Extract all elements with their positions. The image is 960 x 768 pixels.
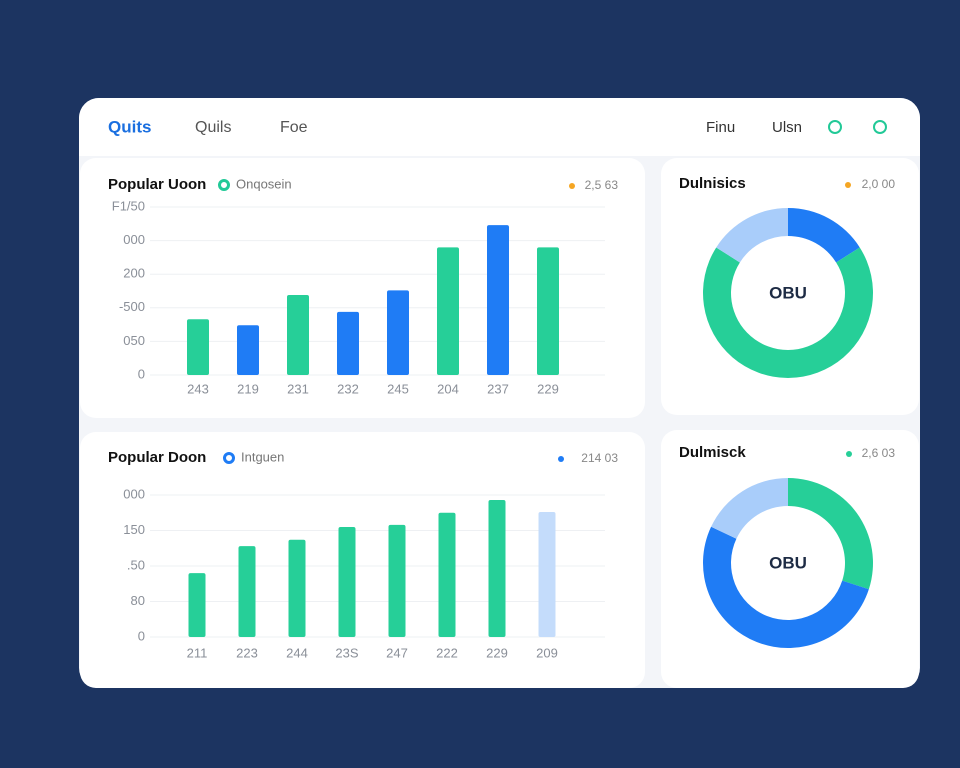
bar [338,526,356,637]
y-tick-label: F1/50 [112,198,145,213]
donut-segment [788,478,874,590]
y-tick-label: -500 [119,299,145,314]
status-icon[interactable] [873,120,887,134]
y-tick-label: 000 [123,486,145,501]
x-tick-label: 247 [386,645,408,660]
x-tick-label: 231 [287,381,309,396]
y-tick-label: 0 [138,366,145,381]
x-tick-label: 237 [487,381,509,396]
x-tick-label: 211 [187,645,208,660]
bar [537,247,559,375]
bar [287,295,309,375]
x-tick-label: 222 [436,645,458,660]
y-tick-label: 000 [123,232,145,247]
bar [538,512,556,637]
bar [237,325,259,375]
bar [488,499,506,637]
panel [80,158,645,418]
donut-center-label: OBU [769,553,807,572]
y-tick-label: 050 [123,333,145,348]
panel [80,432,645,688]
status-icon[interactable] [828,120,842,134]
x-tick-label: 209 [536,645,558,660]
x-tick-label: 243 [187,381,209,396]
badge: 2,0 00 [862,177,896,191]
x-tick-label: 229 [486,645,508,660]
header-bar [79,98,920,156]
badge: 214 03 [581,451,618,465]
legend-label: Onqosein [236,176,292,191]
bar [437,247,459,375]
nav-tab[interactable]: Quils [195,119,231,136]
badge: 2,6 03 [862,446,896,460]
x-tick-label: 232 [337,381,359,396]
chart-title: Dulmisck [679,444,746,461]
bar [438,512,456,637]
x-tick-label: 245 [387,381,409,396]
y-tick-label: 80 [131,593,145,608]
chart-title: Dulnisics [679,175,746,192]
donut-segment [711,478,788,539]
badge-dot [845,182,851,188]
y-tick-label: 200 [123,266,145,281]
chart-title: Popular Doon [108,449,206,466]
badge: 2,5 63 [585,178,619,192]
bar [288,539,306,637]
bar [388,524,406,637]
panel [661,158,919,415]
x-tick-label: 204 [437,381,459,396]
bar [387,290,409,375]
bar [188,573,206,637]
y-tick-label: 0 [138,628,145,643]
bar [187,319,209,375]
x-tick-label: 229 [537,381,559,396]
x-tick-label: 23S [335,645,358,660]
nav-link[interactable]: Ulsn [772,119,802,136]
legend-label: Intguen [241,449,284,464]
nav-tab[interactable]: Foe [280,119,308,136]
x-tick-label: 219 [237,381,259,396]
panel [661,430,919,688]
nav-link[interactable]: Finu [706,119,735,136]
badge-dot [846,451,852,457]
donut-segment [716,208,788,263]
x-tick-label: 244 [286,645,308,660]
legend-dot [223,452,235,464]
chart-title: Popular Uoon [108,176,206,193]
y-tick-label: .50 [127,557,145,572]
badge-dot [569,183,575,189]
nav-tab[interactable]: Quits [108,117,151,136]
legend-dot [218,179,230,191]
donut-segment [703,247,873,378]
donut-segment [788,208,860,263]
donut-segment [703,526,869,648]
x-tick-label: 223 [236,645,258,660]
y-tick-label: 150 [123,522,145,537]
bar [238,546,256,637]
bar [337,311,359,375]
donut-center-label: OBU [769,283,807,302]
bar [487,225,509,375]
badge-dot [558,456,564,462]
